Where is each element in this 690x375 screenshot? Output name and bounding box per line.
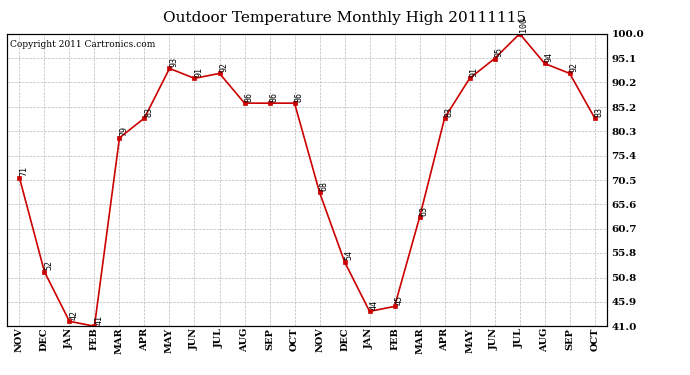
Text: 95: 95: [494, 47, 503, 57]
Text: 93: 93: [169, 57, 178, 67]
Text: 100: 100: [520, 17, 529, 32]
Text: 42: 42: [69, 310, 78, 320]
Text: 68: 68: [319, 181, 328, 191]
Text: 86: 86: [294, 92, 303, 102]
Text: 91: 91: [469, 67, 478, 77]
Text: 83: 83: [144, 106, 153, 117]
Text: Outdoor Temperature Monthly High 20111115: Outdoor Temperature Monthly High 2011111…: [164, 11, 526, 25]
Text: 94: 94: [544, 52, 553, 62]
Text: 52: 52: [44, 260, 53, 270]
Text: 92: 92: [219, 62, 228, 72]
Text: 45: 45: [394, 295, 403, 305]
Text: 41: 41: [94, 315, 103, 325]
Text: 44: 44: [369, 300, 378, 310]
Text: 54: 54: [344, 251, 353, 260]
Text: 71: 71: [19, 166, 28, 176]
Text: Copyright 2011 Cartronics.com: Copyright 2011 Cartronics.com: [10, 40, 155, 49]
Text: 92: 92: [569, 62, 578, 72]
Text: 79: 79: [119, 126, 128, 136]
Text: 86: 86: [269, 92, 278, 102]
Text: 83: 83: [444, 106, 453, 117]
Text: 83: 83: [594, 106, 603, 117]
Text: 91: 91: [194, 67, 203, 77]
Text: 86: 86: [244, 92, 253, 102]
Text: 63: 63: [420, 206, 428, 216]
